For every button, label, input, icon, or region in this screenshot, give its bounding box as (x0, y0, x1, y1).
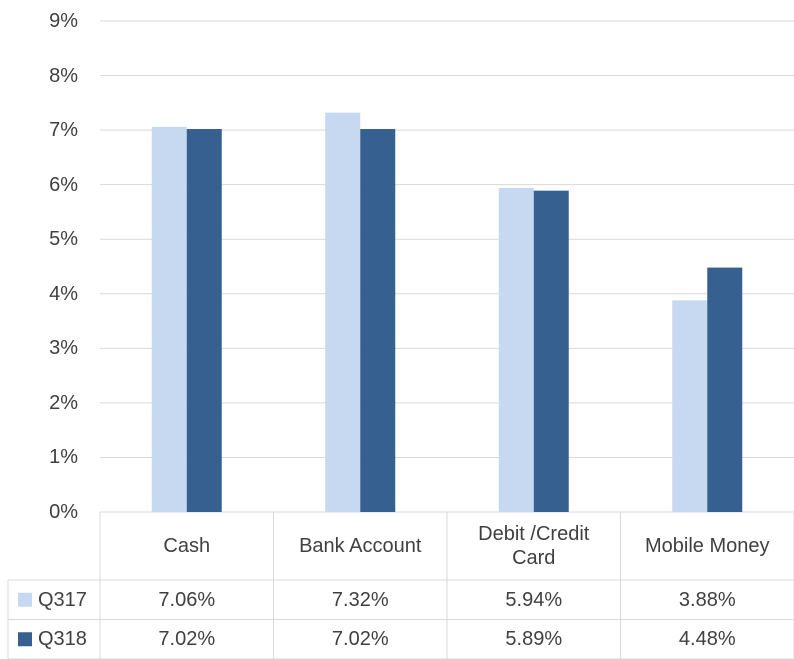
y-tick-label: 8% (49, 64, 78, 87)
value-label: 7.02% (331, 628, 389, 651)
y-tick-label: 4% (49, 282, 78, 305)
x-tick-label: Mobile Money (644, 535, 770, 557)
bar (533, 190, 569, 512)
y-tick-label: 9% (49, 10, 78, 32)
value-label: 3.88% (678, 588, 736, 611)
bar (186, 129, 222, 512)
value-label: 7.02% (158, 628, 216, 651)
value-label: 7.06% (158, 588, 216, 611)
legend-label: Q317 (38, 588, 87, 611)
y-tick-label: 2% (49, 391, 78, 414)
y-tick-label: 1% (49, 446, 78, 469)
bar (672, 300, 708, 512)
y-tick-label: 7% (49, 119, 78, 142)
x-tick-label: Debit /Credit Card (478, 523, 590, 569)
legend-key (18, 592, 32, 607)
y-tick-label: 6% (49, 173, 78, 196)
x-tick-label: Cash (163, 535, 211, 557)
bar (151, 126, 187, 513)
bar (325, 112, 361, 513)
value-label: 5.89% (505, 628, 563, 651)
legend-key (18, 632, 32, 647)
bar (360, 129, 396, 512)
legend-label: Q318 (38, 628, 87, 651)
bar (498, 187, 534, 512)
value-label: 4.48% (678, 628, 736, 651)
value-label: 7.32% (331, 588, 389, 611)
x-tick-label: Bank Account (299, 535, 422, 557)
value-label: 5.94% (505, 588, 563, 611)
y-tick-label: 5% (49, 228, 78, 251)
y-tick-label: 3% (49, 337, 78, 360)
y-tick-label: 0% (49, 501, 78, 523)
bar (707, 267, 743, 512)
